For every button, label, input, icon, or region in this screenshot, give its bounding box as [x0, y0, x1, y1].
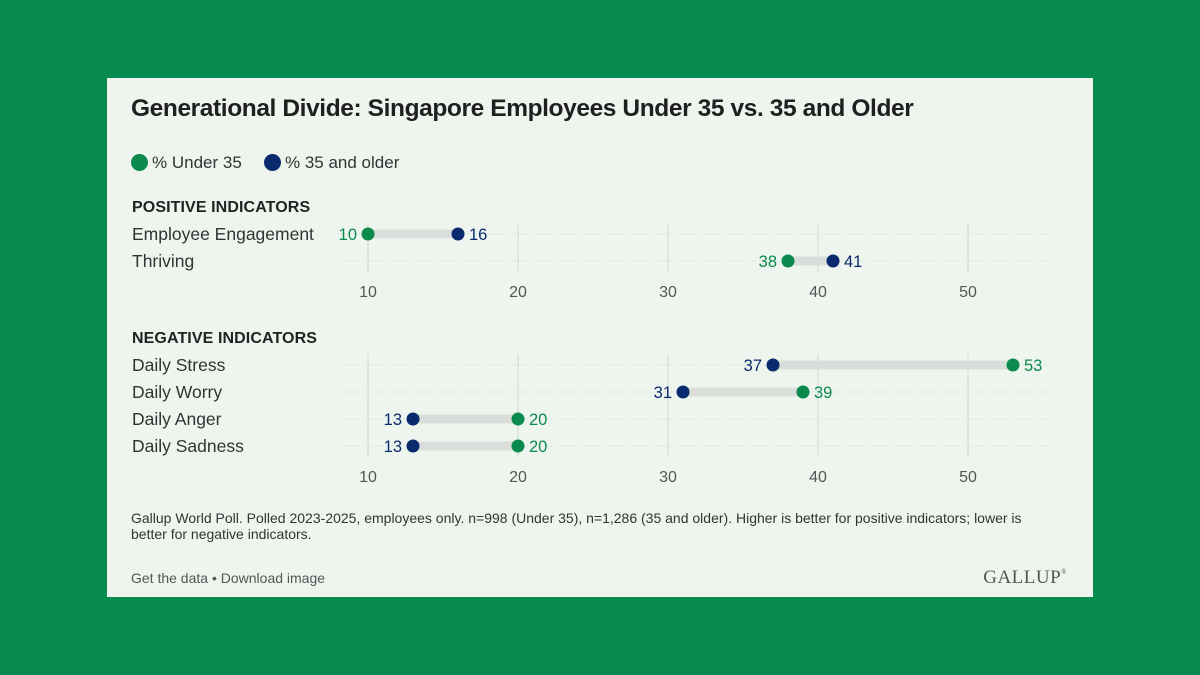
- value-label-under35-daily-anger: 20: [529, 411, 547, 429]
- row-label-daily-worry: Daily Worry: [132, 382, 223, 402]
- value-label-35-older-employee-engagement: 16: [469, 226, 487, 244]
- dot-under35-daily-anger: [511, 412, 525, 426]
- x-tick-label-30: 30: [659, 469, 677, 486]
- x-tick-label-20: 20: [509, 469, 527, 486]
- link-separator: •: [208, 570, 221, 586]
- dot-35-older-daily-anger: [406, 412, 420, 426]
- x-tick-label-30: 30: [659, 284, 677, 301]
- row-label-employee-engagement: Employee Engagement: [132, 224, 314, 244]
- value-label-35-older-thriving: 41: [844, 253, 862, 271]
- dot-35-older-daily-worry: [676, 385, 690, 399]
- gallup-logo: GALLUP®: [983, 567, 1067, 589]
- get-data-link[interactable]: Get the data: [131, 570, 209, 586]
- value-label-35-older-daily-sadness: 13: [384, 438, 402, 456]
- dot-plot: 10 20 30 40 50 10 16 38 41 10 20 30 40 50 53 37 39 31 20 13…: [335, 223, 1049, 486]
- value-label-under35-employee-engagement: 10: [339, 226, 357, 244]
- dot-35-older-employee-engagement: [451, 227, 465, 241]
- footer-links: Get the data • Download image: [131, 570, 325, 586]
- chart-title: Generational Divide: Singapore Employees…: [131, 95, 914, 122]
- legend-dot-35-older: [264, 154, 281, 171]
- dot-35-older-daily-stress: [766, 358, 780, 372]
- chart-card: Generational Divide: Singapore Employees…: [107, 78, 1093, 597]
- row-label-daily-anger: Daily Anger: [132, 409, 222, 429]
- legend-item-under35: % Under 35: [131, 152, 242, 174]
- dot-under35-daily-stress: [1006, 358, 1020, 372]
- row-label-thriving: Thriving: [132, 251, 195, 271]
- x-tick-label-50: 50: [959, 284, 977, 301]
- value-label-under35-thriving: 38: [759, 253, 777, 271]
- value-label-35-older-daily-stress: 37: [744, 357, 762, 375]
- row-label-daily-stress: Daily Stress: [132, 355, 226, 375]
- dot-under35-thriving: [781, 254, 795, 268]
- dot-under35-daily-worry: [796, 385, 810, 399]
- value-label-under35-daily-sadness: 20: [529, 438, 547, 456]
- value-label-under35-daily-worry: 39: [814, 384, 832, 402]
- value-label-under35-daily-stress: 53: [1024, 357, 1042, 375]
- dot-35-older-daily-sadness: [406, 439, 420, 453]
- legend-item-35-older: % 35 and older: [264, 152, 399, 174]
- x-tick-label-40: 40: [809, 284, 827, 301]
- gallup-logo-text: GALLUP: [983, 567, 1062, 588]
- x-tick-label-40: 40: [809, 469, 827, 486]
- positive-heading: POSITIVE INDICATORS: [132, 199, 311, 216]
- x-tick-label-50: 50: [959, 469, 977, 486]
- dot-under35-employee-engagement: [361, 227, 375, 241]
- dot-under35-daily-sadness: [511, 439, 525, 453]
- row-label-daily-sadness: Daily Sadness: [132, 436, 244, 456]
- x-tick-label-20: 20: [509, 284, 527, 301]
- chart-note: Gallup World Poll. Polled 2023-2025, emp…: [131, 510, 1022, 542]
- value-label-35-older-daily-anger: 13: [384, 411, 402, 429]
- x-tick-label-10: 10: [359, 284, 377, 301]
- negative-heading: NEGATIVE INDICATORS: [132, 330, 318, 347]
- legend-label-under35: % Under 35: [152, 153, 242, 172]
- download-image-link[interactable]: Download image: [220, 570, 326, 586]
- dot-35-older-thriving: [826, 254, 840, 268]
- registered-mark: ®: [1061, 568, 1067, 576]
- value-label-35-older-daily-worry: 31: [654, 384, 672, 402]
- x-tick-label-10: 10: [359, 469, 377, 486]
- legend-label-35-older: % 35 and older: [285, 153, 400, 172]
- legend-dot-under35: [131, 154, 148, 171]
